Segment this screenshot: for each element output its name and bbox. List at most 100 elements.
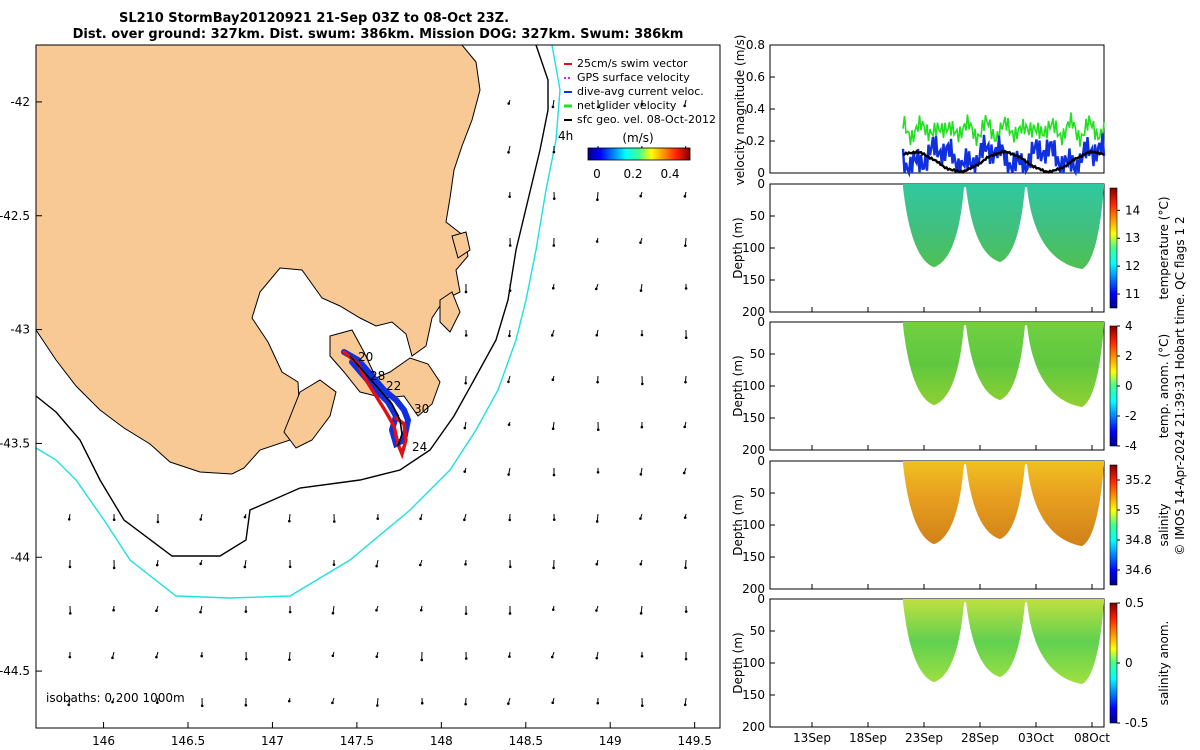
geo-velocity-arrowhead [375, 655, 379, 658]
track-label-20: 20 [358, 350, 373, 364]
land-tasmania [36, 45, 481, 475]
section-field [903, 461, 1104, 547]
colorbar-label: temp. anom. (°C) [1157, 334, 1171, 438]
geo-velocity-arrowhead [464, 290, 468, 294]
lat-tick-label: -44 [10, 550, 30, 564]
isobath-1000m [36, 45, 561, 599]
geo-velocity-arrowhead [376, 704, 379, 707]
colorbar-tick-label: 35 [1125, 503, 1140, 517]
geo-velocity-arrowhead [508, 244, 512, 247]
time-tick-1: 18Sep [849, 731, 887, 745]
geo-velocity-arrowhead [332, 520, 336, 523]
geo-velocity-arrowhead [288, 658, 291, 661]
geo-velocity-arrowhead [683, 425, 687, 429]
colorbar-label: salinity anom. [1157, 621, 1171, 706]
track-label-24: 24 [412, 440, 427, 454]
velocity-yticks: 0 0.2 0.4 0.6 0.8 [746, 38, 775, 180]
section-ytick-label: 150 [742, 688, 765, 702]
velocity-panel: 0 0.2 0.4 0.6 0.8 velocity magnitude (m/s) [733, 35, 1106, 186]
geo-velocity-arrowhead [331, 701, 334, 705]
geo-velocity-arrowhead [552, 244, 556, 247]
colorbar-tick-label: 4 [1125, 319, 1133, 333]
geo-velocity-arrowhead [507, 102, 511, 105]
geo-velocity-arrowhead [506, 702, 510, 705]
geo-velocity-arrowhead [639, 289, 643, 292]
geo-velocity-arrowhead [288, 565, 292, 569]
geo-velocity-arrowhead [596, 105, 600, 109]
map-panel: 20 22 28 30 24 4h 146 146.5 147 147.5 148 148… [0, 44, 721, 748]
geo-velocity-arrowhead [507, 423, 511, 426]
section-colorbar [1109, 325, 1118, 447]
section-panel-3: 0 50 100 150 200 Depth (m) 0.5 0 -0.5 salinity an… [731, 592, 1171, 734]
geo-velocity-arrowhead [551, 378, 555, 382]
lon-tick-label: 146.5 [171, 734, 205, 748]
geo-velocity-arrowhead [243, 515, 247, 519]
geo-velocity-arrowhead [552, 150, 556, 154]
track-label-22: 22 [386, 379, 401, 393]
geo-velocity-arrowhead [552, 473, 556, 477]
geo-velocity-arrowhead [595, 333, 599, 337]
section-ytick-label: 200 [742, 720, 765, 734]
velocity-ytick-label: 0.2 [746, 134, 765, 148]
geo-velocity-arrowhead [684, 610, 688, 613]
geo-velocity-arrowhead [463, 518, 466, 522]
geo-velocity-arrowhead [551, 608, 555, 611]
geo-velocity-arrowhead [684, 380, 687, 384]
geo-velocity-arrowhead [464, 381, 468, 385]
geo-velocity-arrowhead [552, 566, 555, 570]
section-ytick-label: 150 [742, 550, 765, 564]
geo-velocity-arrowhead [596, 198, 599, 201]
section-ytick-label: 200 [742, 582, 765, 596]
geo-velocity-arrowhead [111, 656, 114, 660]
geo-velocity-arrowhead [596, 428, 600, 432]
lon-tick-label: 149 [599, 734, 622, 748]
geo-velocity-arrowhead [507, 150, 510, 154]
lat-tick-label: -43 [10, 323, 30, 337]
geo-velocity-arrowhead [508, 289, 512, 292]
geo-velocity-arrowhead [464, 702, 467, 706]
map-colorbar-tick-0: 0 [593, 167, 601, 181]
geo-velocity-arrowhead [595, 520, 599, 523]
geo-velocity-arrowhead [508, 518, 512, 522]
geo-velocity-arrowhead [507, 473, 510, 476]
geo-velocity-arrowhead [112, 518, 116, 521]
section-ylabel: Depth (m) [731, 355, 745, 416]
section-panel-0: 0 50 100 150 200 Depth (m) 14 13 12 11 temperature… [731, 177, 1171, 319]
geo-velocity-arrowhead [111, 700, 114, 704]
isobath-label: isobaths: 0 200 1000m [46, 691, 185, 705]
geo-velocity-arrowhead [67, 703, 71, 707]
series-net-glider-velocity [902, 112, 1105, 147]
lon-tick-label: 146 [92, 734, 115, 748]
legend-label-swim: 25cm/s swim vector [577, 57, 688, 70]
geo-velocity-arrowhead [595, 562, 599, 566]
geo-velocity-arrowhead [594, 287, 598, 291]
geo-velocity-arrowhead [640, 102, 644, 106]
lon-tick-label: 148 [430, 734, 453, 748]
colorbar-tick-label: 0 [1125, 379, 1133, 393]
lat-tick-label: -43.5 [0, 436, 30, 450]
title-line-2: Dist. over ground: 327km. Dist. swum: 38… [73, 27, 684, 42]
time-tick-5: 08Oct [1074, 731, 1110, 745]
velocity-ytick-label: 0.4 [746, 102, 765, 116]
geo-velocity-arrowhead [287, 699, 291, 703]
geo-velocity-arrowhead [640, 333, 644, 337]
section-ytick-label: 0 [757, 592, 765, 606]
colorbar-label: salinity [1157, 503, 1171, 546]
section-ylabel: Depth (m) [731, 217, 745, 278]
geo-velocity-arrowhead [288, 610, 292, 614]
geo-velocity-arrowhead [595, 240, 599, 243]
geo-velocity-arrowhead [508, 655, 511, 658]
geo-velocity-arrowhead [508, 565, 512, 569]
geo-velocity-arrowhead [684, 244, 687, 247]
section-ytick-label: 50 [750, 209, 765, 223]
colorbar-tick-label: 14 [1125, 203, 1140, 217]
track-label-30: 30 [414, 402, 429, 416]
geo-velocity-arrowhead [155, 655, 158, 659]
geo-velocity-arrowhead [684, 336, 688, 339]
velocity-ytick-label: 0.6 [746, 70, 765, 84]
velocity-ylabel: velocity magnitude (m/s) [733, 35, 747, 186]
section-ytick-label: 200 [742, 305, 765, 319]
velocity-ytick-label: 0.8 [746, 38, 765, 52]
geo-velocity-arrowhead [156, 701, 159, 705]
geo-velocity-arrowhead [639, 612, 643, 615]
